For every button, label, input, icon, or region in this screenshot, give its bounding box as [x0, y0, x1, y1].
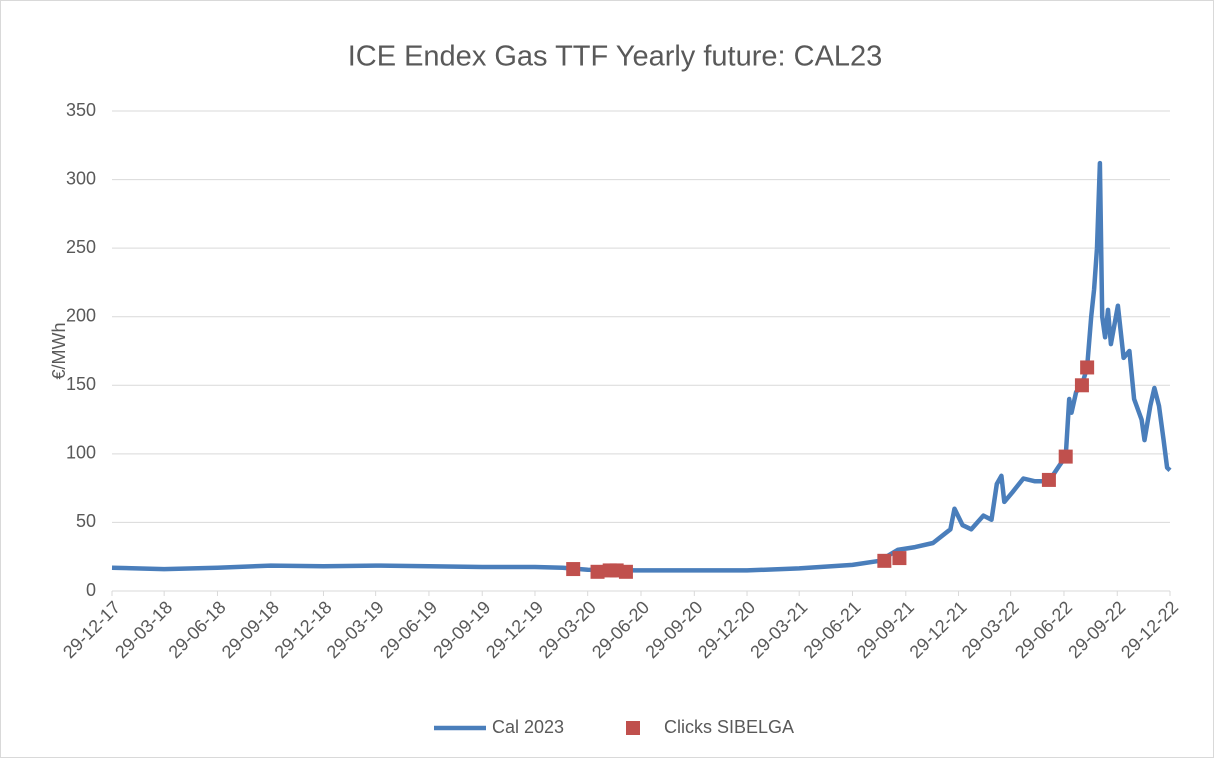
marker [892, 551, 907, 566]
y-tick-label: 0 [86, 580, 96, 600]
legend-swatch [626, 721, 640, 735]
y-tick-label: 50 [76, 511, 96, 531]
chart-title: ICE Endex Gas TTF Yearly future: CAL23 [348, 41, 883, 73]
y-tick-label: 200 [66, 305, 96, 325]
y-tick-label: 300 [66, 168, 96, 188]
marker [877, 553, 892, 568]
marker [566, 562, 581, 577]
y-tick-label: 250 [66, 237, 96, 257]
legend-label: Cal 2023 [492, 717, 564, 737]
y-axis-label: €/MWh [49, 322, 69, 379]
marker [1074, 378, 1089, 393]
marker [1058, 449, 1073, 464]
y-tick-label: 100 [66, 443, 96, 463]
marker [590, 564, 605, 579]
legend-label: Clicks SIBELGA [664, 717, 794, 737]
y-tick-label: 350 [66, 100, 96, 120]
marker [1041, 472, 1056, 487]
marker [618, 564, 633, 579]
marker [1080, 360, 1095, 375]
line [111, 160, 1172, 573]
y-tick-label: 150 [66, 374, 96, 394]
